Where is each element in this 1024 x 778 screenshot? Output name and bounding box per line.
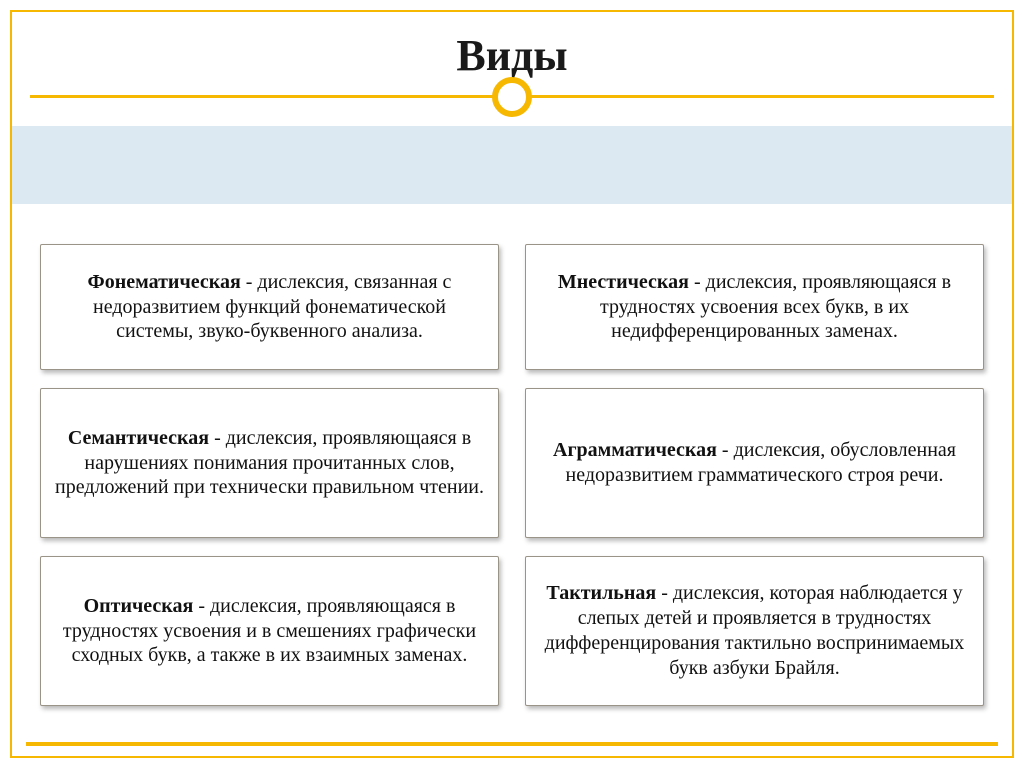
card-tactile: Тактильная - дислексия, которая наблюдае…	[525, 556, 984, 706]
rule-circle-icon	[492, 77, 532, 117]
card-term: Семантическая	[68, 427, 209, 449]
bottom-rule	[26, 742, 998, 746]
card-phonematic: Фонематическая - дислексия, связанная с …	[40, 244, 499, 370]
card-term: Аграмматическая	[553, 439, 717, 461]
cards-grid: Фонематическая - дислексия, связанная с …	[40, 244, 984, 706]
card-term: Мнестическая	[558, 271, 689, 293]
card-semantic: Семантическая - дислексия, проявляющаяся…	[40, 388, 499, 538]
card-term: Фонематическая	[88, 271, 241, 293]
slide-frame: Виды Фонематическая - дислексия, связанн…	[10, 10, 1014, 758]
slide-title: Виды	[12, 30, 1012, 81]
card-mnestic: Мнестическая - дислексия, проявляющаяся …	[525, 244, 984, 370]
card-term: Тактильная	[546, 582, 656, 604]
card-term: Оптическая	[84, 595, 194, 617]
card-optical: Оптическая - дислексия, проявляющаяся в …	[40, 556, 499, 706]
accent-band	[12, 126, 1012, 204]
title-rule	[30, 95, 994, 98]
card-agrammatic: Аграмматическая - дислексия, обусловленн…	[525, 388, 984, 538]
